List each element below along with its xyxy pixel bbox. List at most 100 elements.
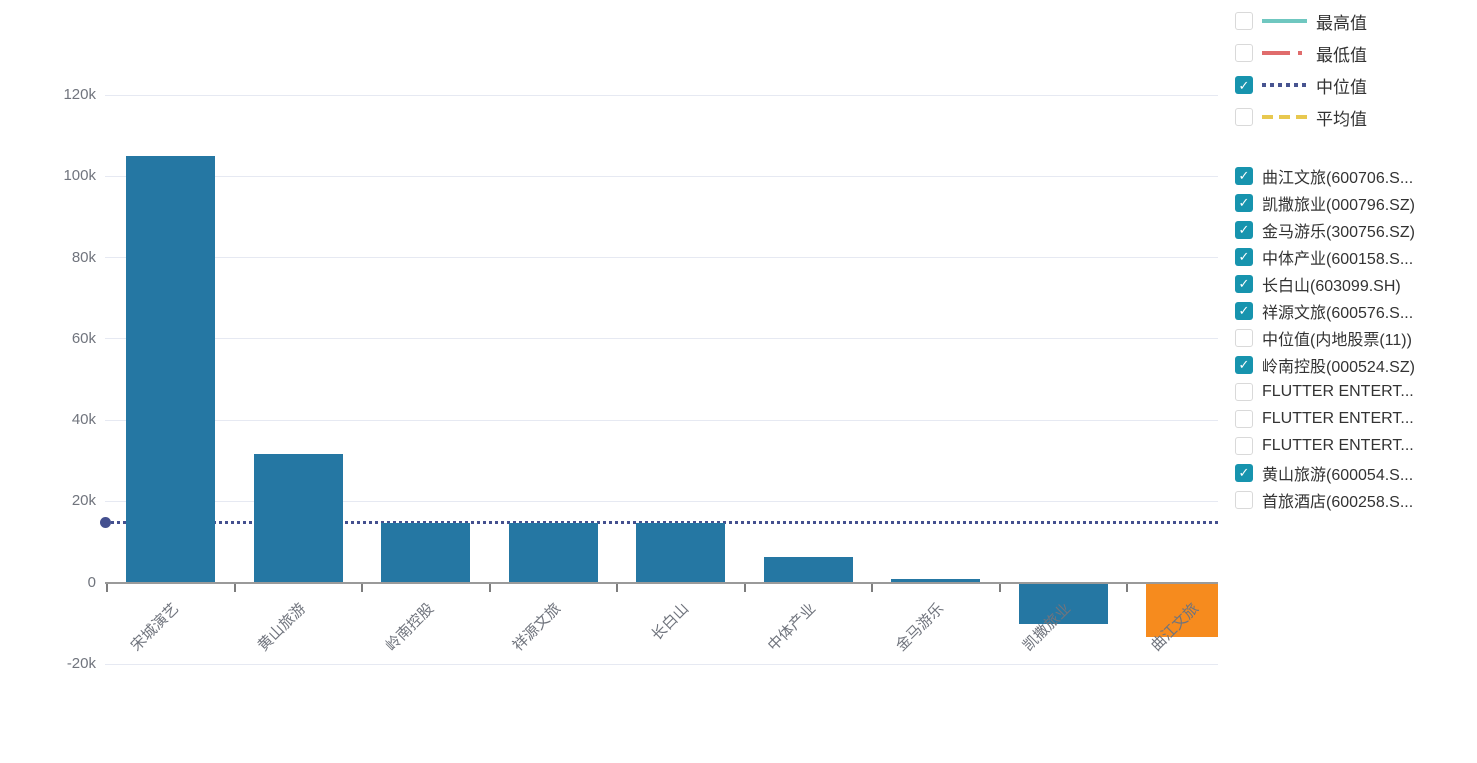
series-legend-label: 中位值(内地股票(11))	[1262, 331, 1412, 349]
bar-1[interactable]	[126, 155, 216, 583]
checkbox-unchecked[interactable]	[1235, 12, 1253, 30]
series-legend: ✓ 曲江文旅(600706.S... ✓ 凯撒旅业(000796.SZ) ✓ 金马游乐(3…	[1235, 162, 1415, 513]
checkbox-unchecked[interactable]	[1235, 409, 1253, 428]
stat-legend-label: 最低值	[1316, 45, 1367, 65]
x-axis-tick	[361, 583, 363, 592]
x-axis-tick	[233, 583, 236, 592]
series-legend-label: 祥源文旅(600576.S...	[1262, 304, 1414, 322]
stat-legend-item-1[interactable]: 最高值	[1235, 5, 1367, 37]
series-legend-item-11[interactable]: FLUTTER ENTERT...	[1235, 432, 1415, 459]
y-axis-label: 40k	[71, 411, 96, 429]
legend-line-icon	[1262, 115, 1307, 119]
bar-3[interactable]	[381, 522, 471, 583]
series-legend-item-12[interactable]: ✓ 黄山旅游(600054.S...	[1235, 459, 1415, 486]
y-axis-label: -20k	[66, 655, 96, 672]
bar-9[interactable]	[1146, 582, 1218, 637]
y-axis-label: 0	[87, 573, 96, 591]
series-legend-item-1[interactable]: ✓ 曲江文旅(600706.S...	[1235, 162, 1415, 189]
check-icon: ✓	[1238, 249, 1250, 264]
series-legend-label: 中体产业(600158.S...	[1262, 250, 1414, 268]
x-axis-tick	[743, 583, 746, 592]
check-icon: ✓	[1238, 303, 1250, 318]
stat-legend-label: 最高值	[1316, 13, 1367, 33]
checkbox-unchecked[interactable]	[1235, 108, 1253, 126]
series-legend-label: 凯撒旅业(000796.SZ)	[1262, 196, 1415, 214]
series-legend-item-9[interactable]: FLUTTER ENTERT...	[1235, 378, 1415, 405]
bar-6[interactable]	[763, 556, 853, 583]
checkbox-checked[interactable]: ✓	[1235, 274, 1253, 293]
x-axis-label: 长白山	[648, 600, 692, 644]
stat-legend-item-2[interactable]: 最低值	[1235, 37, 1367, 69]
checkbox-checked[interactable]: ✓	[1235, 301, 1253, 320]
checkbox-checked[interactable]: ✓	[1235, 355, 1253, 374]
gridline	[105, 338, 1218, 340]
x-axis-tick	[871, 583, 873, 592]
checkbox-unchecked[interactable]	[1235, 490, 1253, 509]
gridline	[105, 94, 1218, 96]
checkbox-checked[interactable]: ✓	[1235, 463, 1253, 482]
legend-line-icon	[1262, 19, 1307, 23]
check-icon: ✓	[1238, 465, 1250, 480]
y-axis-label: 20k	[71, 492, 96, 510]
series-legend-label: 曲江文旅(600706.S...	[1262, 169, 1414, 187]
checkbox-unchecked[interactable]	[1235, 436, 1253, 455]
series-legend-item-3[interactable]: ✓ 金马游乐(300756.SZ)	[1235, 216, 1415, 243]
bar-7[interactable]	[891, 579, 981, 583]
x-axis-tick	[1126, 583, 1128, 592]
stat-legend: 最高值最低值 ✓ 中位值平均值	[1235, 5, 1367, 133]
gridline	[105, 663, 1218, 665]
bar-2[interactable]	[253, 454, 343, 583]
y-axis-label: 80k	[71, 248, 96, 266]
series-legend-label: 首旅酒店(600258.S...	[1262, 493, 1414, 511]
series-legend-label: FLUTTER ENTERT...	[1262, 436, 1414, 454]
check-icon: ✓	[1238, 222, 1250, 237]
bar-4[interactable]	[508, 523, 598, 583]
series-legend-item-13[interactable]: 首旅酒店(600258.S...	[1235, 486, 1415, 513]
bar-5[interactable]	[636, 523, 726, 583]
x-axis-label: 黄山旅游	[254, 600, 310, 655]
x-axis-tick	[998, 583, 1001, 592]
x-axis-tick	[106, 583, 108, 592]
checkbox-checked[interactable]: ✓	[1235, 76, 1253, 94]
series-legend-label: 黄山旅游(600054.S...	[1262, 466, 1414, 484]
checkbox-unchecked[interactable]	[1235, 328, 1253, 347]
check-icon: ✓	[1238, 357, 1250, 372]
series-legend-item-6[interactable]: ✓ 祥源文旅(600576.S...	[1235, 297, 1415, 324]
series-legend-label: 岭南控股(000524.SZ)	[1262, 358, 1415, 376]
checkbox-checked[interactable]: ✓	[1235, 220, 1253, 239]
checkbox-unchecked[interactable]	[1235, 44, 1253, 62]
series-legend-item-4[interactable]: ✓ 中体产业(600158.S...	[1235, 243, 1415, 270]
stat-legend-item-3[interactable]: ✓ 中位值	[1235, 69, 1367, 101]
legend-panel: 最高值最低值 ✓ 中位值平均值 ✓ 曲江文旅(600706.S... ✓ 凯撒旅业(000…	[1233, 0, 1477, 763]
x-axis-tick	[616, 583, 618, 592]
x-axis-label: 岭南控股	[382, 600, 437, 655]
series-legend-item-10[interactable]: FLUTTER ENTERT...	[1235, 405, 1415, 432]
x-axis-label: 金马游乐	[892, 600, 947, 655]
bar-8[interactable]	[1018, 582, 1108, 625]
checkbox-checked[interactable]: ✓	[1235, 193, 1253, 212]
series-legend-label: 金马游乐(300756.SZ)	[1262, 223, 1415, 241]
legend-line-icon	[1262, 83, 1307, 87]
check-icon: ✓	[1238, 77, 1250, 93]
gridline	[105, 500, 1218, 502]
series-legend-item-7[interactable]: 中位值(内地股票(11))	[1235, 324, 1415, 351]
stat-legend-item-4[interactable]: 平均值	[1235, 101, 1367, 133]
series-legend-item-5[interactable]: ✓ 长白山(603099.SH)	[1235, 270, 1415, 297]
x-axis-label: 宋城演艺	[127, 600, 182, 655]
stat-legend-label: 平均值	[1316, 109, 1367, 129]
x-axis-label: 祥源文旅	[509, 600, 565, 655]
series-legend-label: FLUTTER ENTERT...	[1262, 382, 1414, 400]
checkbox-unchecked[interactable]	[1235, 382, 1253, 401]
y-axis-label: 60k	[71, 329, 96, 347]
legend-line-icon	[1262, 51, 1307, 55]
series-legend-item-8[interactable]: ✓ 岭南控股(000524.SZ)	[1235, 351, 1415, 378]
checkbox-checked[interactable]: ✓	[1235, 166, 1253, 185]
stat-legend-label: 中位值	[1316, 77, 1367, 97]
gridline	[105, 257, 1218, 259]
series-legend-item-2[interactable]: ✓ 凯撒旅业(000796.SZ)	[1235, 189, 1415, 216]
checkbox-checked[interactable]: ✓	[1235, 247, 1253, 266]
x-axis-tick	[488, 583, 491, 592]
median-line-start-dot	[99, 517, 111, 529]
series-legend-label: FLUTTER ENTERT...	[1262, 409, 1414, 427]
